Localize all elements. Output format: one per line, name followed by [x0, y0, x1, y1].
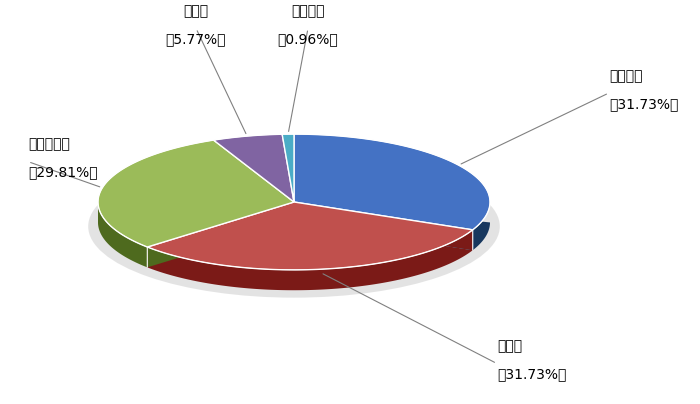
Polygon shape — [294, 202, 472, 250]
Polygon shape — [98, 140, 294, 247]
Polygon shape — [147, 202, 294, 267]
Polygon shape — [282, 134, 294, 202]
Polygon shape — [147, 202, 473, 270]
Text: 夫婦と親: 夫婦と親 — [291, 4, 325, 18]
Ellipse shape — [88, 155, 500, 298]
Polygon shape — [214, 134, 294, 202]
Polygon shape — [147, 202, 473, 290]
Text: （31.73%）: （31.73%） — [497, 368, 566, 382]
Text: 夫婦と子供: 夫婦と子供 — [28, 137, 70, 152]
Polygon shape — [98, 202, 294, 267]
Polygon shape — [294, 134, 490, 230]
Text: 夫婦のみ: 夫婦のみ — [609, 69, 643, 83]
Text: その他: その他 — [183, 4, 209, 18]
Polygon shape — [294, 202, 490, 250]
Text: （31.73%）: （31.73%） — [609, 97, 678, 111]
Text: （0.96%）: （0.96%） — [278, 32, 338, 46]
Text: （29.81%）: （29.81%） — [28, 166, 97, 180]
Polygon shape — [294, 202, 472, 250]
Text: （5.77%）: （5.77%） — [166, 32, 226, 46]
Text: 単身者: 単身者 — [497, 339, 522, 354]
Polygon shape — [147, 202, 294, 267]
